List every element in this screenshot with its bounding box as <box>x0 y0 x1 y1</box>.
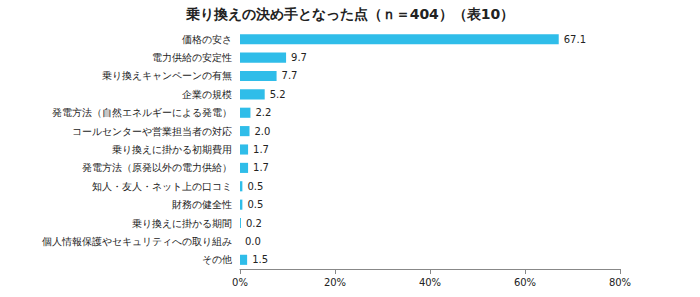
svg-text:60%: 60% <box>514 277 536 288</box>
svg-text:7.7: 7.7 <box>282 70 298 81</box>
svg-text:乗り換えに掛かる初期費用: 乗り換えに掛かる初期費用 <box>112 144 232 155</box>
svg-text:2.2: 2.2 <box>255 107 271 118</box>
svg-text:0.5: 0.5 <box>247 181 263 192</box>
svg-text:乗り換えに掛かる期間: 乗り換えに掛かる期間 <box>132 218 232 229</box>
svg-text:5.2: 5.2 <box>270 89 286 100</box>
svg-text:67.1: 67.1 <box>564 34 586 45</box>
svg-text:0.2: 0.2 <box>246 218 262 229</box>
svg-text:1.5: 1.5 <box>252 254 268 265</box>
svg-text:1.7: 1.7 <box>253 144 269 155</box>
svg-text:電力供給の安定性: 電力供給の安定性 <box>152 52 232 63</box>
svg-text:1.7: 1.7 <box>253 162 269 173</box>
svg-text:0.0: 0.0 <box>245 236 261 247</box>
svg-text:乗り換えキャンペーンの有無: 乗り換えキャンペーンの有無 <box>102 70 232 81</box>
svg-text:財務の健全性: 財務の健全性 <box>172 199 232 210</box>
svg-text:40%: 40% <box>419 277 441 288</box>
svg-text:知人・友人・ネット上の口コミ: 知人・友人・ネット上の口コミ <box>92 181 232 192</box>
svg-text:2.0: 2.0 <box>255 126 271 137</box>
svg-text:その他: その他 <box>202 254 232 265</box>
svg-text:20%: 20% <box>324 277 346 288</box>
svg-text:個人情報保護やセキュリティへの取り組み: 個人情報保護やセキュリティへの取り組み <box>42 236 232 247</box>
svg-text:乗り換えの決め手となった点（ｎ＝404）（表10）: 乗り換えの決め手となった点（ｎ＝404）（表10） <box>185 6 515 22</box>
svg-text:発電方法（原発以外の電力供給）: 発電方法（原発以外の電力供給） <box>82 162 232 173</box>
svg-text:企業の規模: 企業の規模 <box>182 89 232 100</box>
svg-text:0.5: 0.5 <box>247 199 263 210</box>
svg-text:価格の安さ: 価格の安さ <box>182 34 232 45</box>
svg-text:0%: 0% <box>232 277 248 288</box>
svg-text:80%: 80% <box>609 277 631 288</box>
svg-text:発電方法（自然エネルギーによる発電）: 発電方法（自然エネルギーによる発電） <box>52 107 232 118</box>
svg-text:コールセンターや営業担当者の対応: コールセンターや営業担当者の対応 <box>72 126 232 137</box>
svg-text:9.7: 9.7 <box>291 52 307 63</box>
